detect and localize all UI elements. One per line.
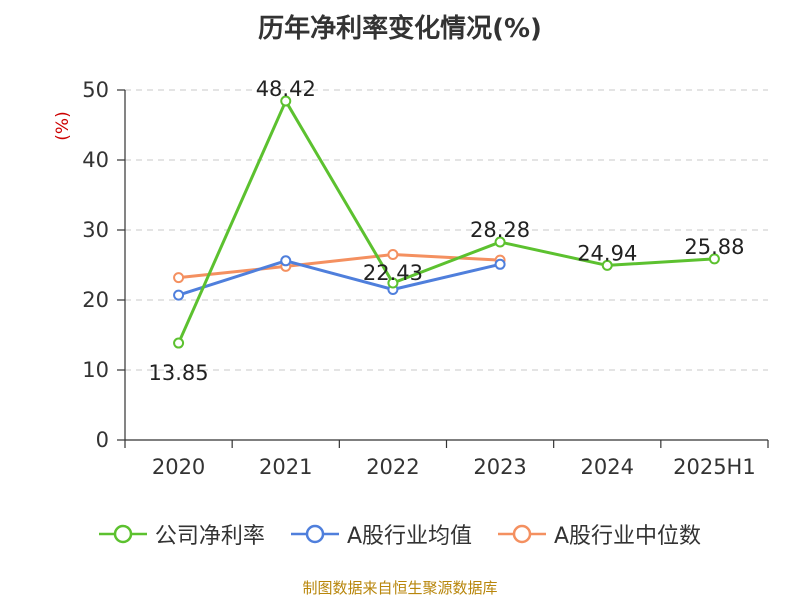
data-point-0 [494, 236, 506, 248]
series-line-2 [178, 253, 501, 280]
x-tick-label: 2024 [581, 455, 634, 479]
y-tick-label: 40 [82, 148, 109, 172]
x-tick-label: 2023 [473, 455, 526, 479]
y-tick-label: 30 [82, 218, 109, 242]
legend-label-industry-mean: A股行业均值 [346, 524, 472, 549]
data-label: 24.94 [577, 241, 637, 265]
legend-item-industry-mean[interactable]: A股行业均值 [290, 518, 472, 550]
data-point-2 [387, 249, 399, 260]
data-point-1 [494, 258, 506, 270]
data-point-0 [601, 259, 613, 271]
series-layer [173, 95, 720, 349]
legend-item-company[interactable]: 公司净利率 [98, 518, 265, 550]
legend-swatch-industry-mean [290, 524, 339, 544]
source-note: 制图数据来自恒生聚源数据库 [302, 579, 498, 597]
x-tick-label: 2021 [259, 455, 312, 479]
y-axis-label: (%) [53, 111, 73, 140]
y-tick-label: 0 [96, 428, 109, 452]
data-point-0 [280, 95, 292, 107]
data-point-1 [173, 289, 185, 301]
y-tick-label: 20 [82, 288, 109, 312]
x-tick-label: 2025H1 [673, 455, 756, 479]
data-label: 25.88 [684, 235, 744, 259]
data-label-layer: 13.85 48.42 22.43 28.28 24.94 25.88 [149, 77, 745, 385]
series-line-0 [177, 99, 715, 344]
series-line-1 [178, 259, 501, 297]
y-tick-label: 10 [82, 358, 109, 382]
data-point-0 [387, 277, 399, 289]
data-point-0 [708, 253, 720, 265]
data-label: 22.43 [363, 261, 423, 285]
data-point-0 [173, 337, 185, 349]
legend-item-industry-median[interactable]: A股行业中位数 [498, 518, 701, 550]
data-label: 13.85 [149, 361, 209, 385]
legend-label-company: 公司净利率 [154, 524, 265, 549]
legend-swatch-industry-median [498, 524, 546, 544]
chart-title: 历年净利率变化情况(%) [258, 14, 542, 44]
legend-swatch-company [98, 524, 147, 544]
data-point-1 [280, 255, 292, 267]
data-label: 28.28 [470, 218, 530, 242]
axis-layer: 0 10 20 30 40 50 (%) 2020 2021 2022 2023 2024 2025H1 [53, 78, 769, 479]
y-tick-label: 50 [82, 78, 109, 102]
legend-label-industry-median: A股行业中位数 [554, 524, 702, 549]
x-tick-label: 2020 [152, 455, 205, 479]
data-label: 48.42 [256, 77, 316, 101]
legend: 公司净利率 A股行业均值 A股行业中位数 [0, 518, 800, 550]
data-point-2 [173, 272, 185, 284]
x-tick-label: 2022 [366, 455, 419, 479]
grid-layer [125, 89, 768, 371]
